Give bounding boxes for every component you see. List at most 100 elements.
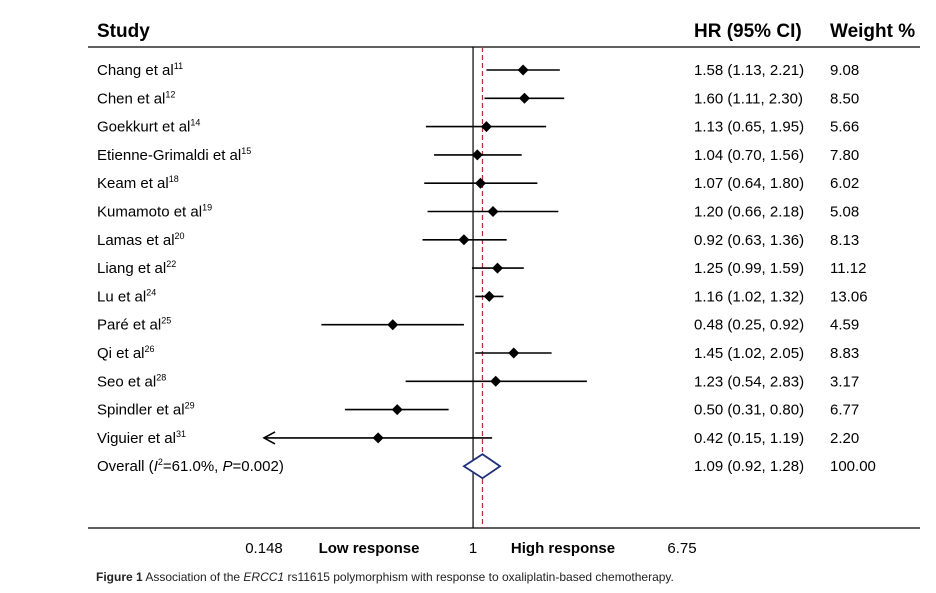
weight-value: 5.08: [830, 204, 859, 221]
weight-value: 2.20: [830, 430, 859, 447]
i2-value: =61.0%,: [163, 458, 223, 475]
hr-ci-value: 1.16 (1.02, 1.32): [694, 288, 804, 305]
study-ref: 15: [241, 146, 251, 156]
point-estimate: [387, 319, 399, 331]
weight-value: 5.66: [830, 119, 859, 136]
point-estimate: [518, 92, 530, 104]
hr-ci-value: 1.20 (0.66, 2.18): [694, 204, 804, 221]
study-row: Qi et al26 1.45 (1.02, 2.05) 8.83: [97, 344, 859, 362]
point-estimate: [508, 347, 520, 359]
point-estimate: [458, 234, 470, 246]
hr-ci-value: 0.48 (0.25, 0.92): [694, 317, 804, 334]
tick-label-1: 1: [469, 540, 477, 557]
study-row: Chen et al12 1.60 (1.11, 2.30) 8.50: [97, 89, 859, 107]
study-name: Chen et al: [97, 90, 165, 107]
overall-diamond: [462, 453, 502, 480]
tick-label-6.75: 6.75: [667, 540, 696, 557]
study-label: Seo et al28: [97, 372, 166, 390]
weight-value: 8.83: [830, 345, 859, 362]
weight-value: 13.06: [830, 288, 868, 305]
hr-ci-value: 1.60 (1.11, 2.30): [694, 90, 803, 107]
hr-ci-value: 0.92 (0.63, 1.36): [694, 232, 804, 249]
point-estimate: [391, 404, 403, 416]
study-ref: 18: [169, 174, 179, 184]
weight-column-header: Weight %: [830, 21, 915, 42]
weight-value: 7.80: [830, 147, 859, 164]
study-ref: 19: [202, 203, 212, 213]
point-estimate: [471, 149, 483, 161]
point-estimate: [372, 432, 384, 444]
study-ref: 25: [161, 316, 171, 326]
hr-ci-value: 0.42 (0.15, 1.19): [694, 430, 804, 447]
study-row: Chang et al11 1.58 (1.13, 2.21) 9.08: [97, 61, 859, 79]
study-label: Goekkurt et al14: [97, 118, 200, 136]
study-label: Liang et al22: [97, 259, 176, 277]
figure-number: Figure 1: [96, 570, 143, 584]
study-ref: 31: [176, 429, 186, 439]
study-label: Paré et al25: [97, 316, 171, 334]
study-column-header: Study: [97, 21, 150, 42]
point-estimate: [491, 262, 503, 274]
study-name: Seo et al: [97, 373, 156, 390]
overall-row: Overall (I2=61.0%, P=0.002) 1.09 (0.92, 1…: [97, 453, 876, 480]
hr-ci-value: 1.13 (0.65, 1.95): [694, 119, 804, 136]
point-estimate: [480, 121, 492, 133]
overall-hr-ci-value: 1.09 (0.92, 1.28): [694, 458, 804, 475]
overall-prefix: Overall (: [97, 458, 154, 475]
study-ref: 14: [190, 118, 200, 128]
study-name: Chang et al: [97, 62, 174, 79]
study-ref: 24: [146, 287, 156, 297]
caption-text-after: rs11615 polymorphism with response to ox…: [284, 570, 674, 584]
study-name: Keam et al: [97, 175, 169, 192]
point-estimate: [487, 206, 499, 217]
study-ref: 12: [165, 89, 175, 99]
weight-value: 11.12: [830, 260, 866, 277]
point-estimate: [474, 177, 486, 189]
study-row: Goekkurt et al14 1.13 (0.65, 1.95) 5.66: [97, 118, 859, 136]
hr-ci-value: 1.58 (1.13, 2.21): [694, 62, 804, 79]
figure-caption: Figure 1 Association of the ERCC1 rs1161…: [96, 570, 674, 584]
hr-ci-value: 0.50 (0.31, 0.80): [694, 402, 804, 419]
study-row: Lu et al24 1.16 (1.02, 1.32) 13.06: [97, 287, 868, 305]
weight-value: 6.77: [830, 402, 859, 419]
study-label: Chen et al12: [97, 89, 175, 107]
study-name: Liang et al: [97, 260, 166, 277]
overall-label: Overall (I2=61.0%, P=0.002): [97, 457, 284, 475]
study-label: Viguier et al31: [97, 429, 186, 447]
study-row: Paré et al25 0.48 (0.25, 0.92) 4.59: [97, 316, 859, 334]
weight-value: 8.13: [830, 232, 859, 249]
study-label: Keam et al18: [97, 174, 179, 192]
study-name: Paré et al: [97, 317, 161, 334]
study-row: Spindler et al29 0.50 (0.31, 0.80) 6.77: [97, 401, 859, 419]
study-name: Qi et al: [97, 345, 145, 362]
study-row: Seo et al28 1.23 (0.54, 2.83) 3.17: [97, 372, 859, 390]
study-ref: 28: [156, 372, 166, 382]
study-label: Kumamoto et al19: [97, 203, 212, 221]
caption-text-before: Association of the: [145, 570, 244, 584]
study-label: Lu et al24: [97, 287, 156, 305]
weight-value: 9.08: [830, 62, 859, 79]
low-response-label: Low response: [319, 540, 420, 557]
point-estimate: [517, 64, 529, 76]
study-row: Liang et al22 1.25 (0.99, 1.59) 11.12: [97, 259, 866, 277]
hr-ci-value: 1.04 (0.70, 1.56): [694, 147, 804, 164]
tick-label-0.148: 0.148: [245, 540, 283, 557]
study-ref: 26: [145, 344, 155, 354]
study-name: Spindler et al: [97, 402, 185, 419]
caption-gene: ERCC1: [243, 570, 285, 584]
study-name: Goekkurt et al: [97, 119, 190, 136]
i2-symbol: I: [154, 458, 158, 475]
point-estimate: [483, 290, 495, 302]
study-name: Kumamoto et al: [97, 204, 202, 221]
hr-ci-value: 1.23 (0.54, 2.83): [694, 373, 804, 390]
p-symbol: P: [223, 458, 233, 475]
study-row: Lamas et al20 0.92 (0.63, 1.36) 8.13: [97, 231, 859, 249]
point-estimate: [490, 375, 502, 387]
study-name: Lu et al: [97, 288, 146, 305]
weight-value: 3.17: [830, 373, 859, 390]
study-ref: 11: [174, 61, 183, 71]
study-ref: 20: [175, 231, 185, 241]
p-value: =0.002): [233, 458, 284, 475]
weight-value: 4.59: [830, 317, 859, 334]
